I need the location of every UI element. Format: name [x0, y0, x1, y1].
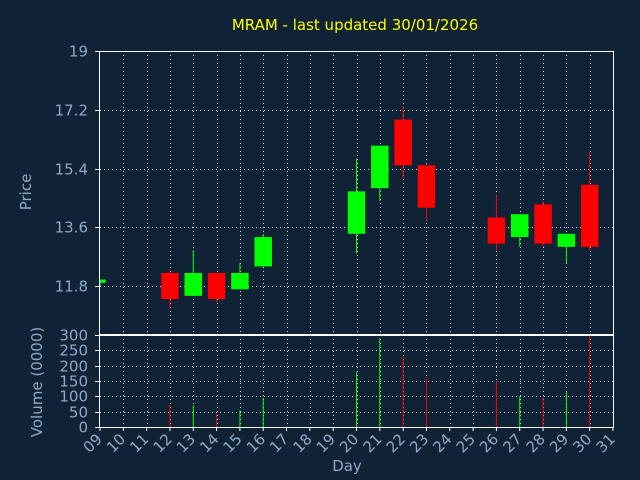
- x-axis-label: Day: [332, 457, 362, 475]
- candle-body: [417, 165, 436, 208]
- candle-body: [557, 233, 576, 247]
- x-tick-label: 18: [289, 430, 315, 456]
- candle: [207, 272, 226, 303]
- candle-body: [100, 279, 106, 283]
- x-tick-label: 27: [499, 430, 525, 456]
- price-tick-label: 19: [69, 43, 88, 61]
- candle-body: [371, 145, 389, 189]
- price-axis-label: Price: [17, 174, 35, 211]
- candle: [557, 233, 576, 264]
- candles: [99, 106, 599, 309]
- volume-tick-label: 50: [69, 404, 88, 422]
- x-tick-label: 24: [429, 430, 455, 456]
- candle: [161, 269, 179, 309]
- candle: [347, 158, 366, 254]
- x-tick-label: 28: [523, 430, 549, 456]
- candle-body: [510, 214, 529, 238]
- x-tick-label: 11: [126, 430, 152, 456]
- candle-body: [580, 184, 599, 247]
- x-tick-label: 21: [359, 430, 385, 456]
- candle-body: [207, 272, 226, 300]
- volume-tick-label: 250: [59, 342, 88, 360]
- volume-tick-label: 300: [59, 327, 88, 345]
- candle: [580, 152, 599, 251]
- candle-body: [487, 217, 506, 244]
- candle: [487, 194, 506, 251]
- candle: [510, 214, 529, 247]
- candle-body: [534, 204, 552, 244]
- price-panel: 19 17.2 15.4 13.6 11.8: [55, 43, 614, 335]
- candle-body: [347, 191, 366, 234]
- candle: [371, 145, 389, 202]
- candle: [184, 250, 203, 296]
- x-tick-label: 14: [196, 430, 222, 456]
- x-tick-label: 23: [406, 430, 432, 456]
- price-tick-label: 15.4: [55, 161, 88, 179]
- candle-body: [161, 272, 179, 300]
- x-tick-label: 12: [150, 430, 176, 456]
- volume-tick-label: 100: [59, 388, 88, 406]
- x-tick-label: 30: [569, 430, 595, 456]
- candle-body: [184, 272, 203, 296]
- x-tick-label: 31: [593, 430, 619, 456]
- volume-tick-label: 0: [78, 419, 88, 437]
- candle: [394, 106, 412, 179]
- candle: [231, 263, 249, 290]
- x-tick-label: 22: [383, 430, 409, 456]
- x-tick-label: 13: [173, 430, 199, 456]
- candle: [99, 279, 106, 287]
- candle-body: [231, 272, 249, 290]
- chart-title: MRAM - last updated 30/01/2026: [232, 16, 478, 34]
- price-tick-label: 17.2: [55, 102, 88, 120]
- price-y-ticks: 19 17.2 15.4 13.6 11.8: [55, 43, 100, 296]
- x-tick-label: 20: [336, 430, 362, 456]
- price-tick-label: 11.8: [55, 278, 88, 296]
- price-frame: [99, 51, 614, 335]
- x-tick-label: 15: [220, 430, 246, 456]
- x-tick-label: 19: [313, 430, 339, 456]
- candle-body: [254, 237, 272, 267]
- x-tick-label: 16: [243, 430, 269, 456]
- price-tick-label: 13.6: [55, 219, 88, 237]
- candle: [417, 165, 436, 221]
- x-ticks: 0910111213141516171819202122232425262728…: [80, 427, 619, 456]
- candle-body: [394, 119, 412, 166]
- volume-tick-label: 150: [59, 373, 88, 391]
- volume-bars: [169, 335, 591, 427]
- volume-tick-label: 200: [59, 358, 88, 376]
- x-tick-label: 17: [266, 430, 292, 456]
- candle: [534, 201, 552, 247]
- volume-axis-label: Volume (0000): [28, 327, 46, 437]
- candle: [254, 233, 272, 267]
- x-tick-label: 10: [103, 430, 129, 456]
- x-tick-label: 29: [546, 430, 572, 456]
- x-tick-label: 26: [476, 430, 502, 456]
- x-tick-label: 25: [453, 430, 479, 456]
